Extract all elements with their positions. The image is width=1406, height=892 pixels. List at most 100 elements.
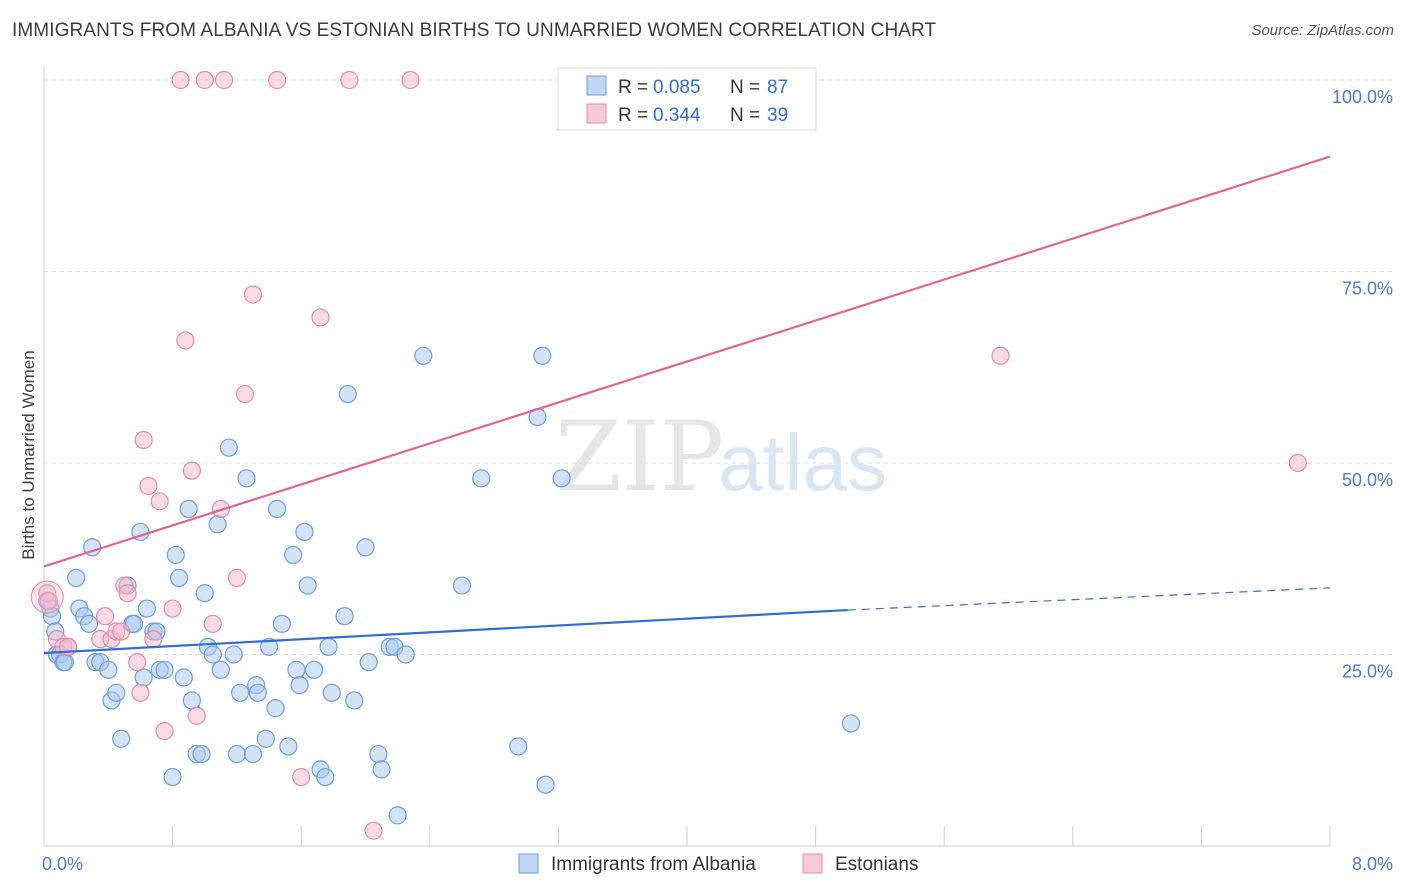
- estonian-point: [112, 622, 131, 641]
- legend-r-label: R =: [618, 105, 648, 126]
- watermark-zip: ZIP: [555, 401, 724, 513]
- albania-point: [533, 346, 552, 365]
- data-points: [30, 70, 1307, 840]
- albania-point: [166, 545, 185, 565]
- albania-point: [227, 744, 246, 764]
- albania-point: [219, 438, 238, 457]
- albania-point: [169, 568, 189, 588]
- albania-point: [290, 676, 309, 695]
- estonian-point: [401, 70, 420, 90]
- axes: [43, 66, 1331, 847]
- albania-point: [107, 683, 126, 702]
- estonian-point: [267, 70, 287, 90]
- estonian-point: [39, 591, 58, 610]
- albania-point: [163, 767, 182, 787]
- albania-point: [248, 683, 267, 702]
- legend-stats: R = 0.085 N = 87 R = 0.344 N = 39: [557, 67, 817, 131]
- legend-r-value: 0.344: [653, 105, 701, 126]
- watermark-atlas: atlas: [718, 418, 887, 507]
- trend-lines: [43, 155, 1331, 655]
- estonian-point: [227, 568, 246, 588]
- estonian-point: [176, 331, 195, 350]
- albania-point: [55, 653, 74, 672]
- legend-n-value: 87: [767, 77, 788, 98]
- estonian-point: [991, 346, 1010, 365]
- y-tick-labels: 25.0% 50.0% 75.0% 100.0%: [1332, 87, 1393, 682]
- estonian-point: [118, 584, 137, 603]
- estonian-point: [243, 285, 263, 304]
- estonian-point: [182, 461, 201, 480]
- y-tick-label: 25.0%: [1342, 662, 1393, 682]
- estonian-point: [139, 476, 158, 496]
- y-tick-label: 75.0%: [1342, 279, 1393, 299]
- albania-point: [304, 660, 324, 679]
- legend-n-value: 39: [767, 105, 788, 126]
- albania-point: [155, 660, 174, 679]
- estonian-point: [292, 767, 311, 787]
- albania-point: [472, 469, 491, 488]
- albania-point: [266, 699, 285, 718]
- albania-point: [396, 645, 415, 664]
- albania-point: [509, 737, 528, 756]
- x-tick-labels: 0.0% 8.0%: [42, 854, 1393, 874]
- albania-point: [203, 645, 222, 664]
- albania-point: [182, 691, 201, 710]
- albania-point: [316, 767, 335, 787]
- albania-point: [841, 714, 861, 733]
- albania-point: [388, 806, 407, 825]
- y-tick-label: 100.0%: [1332, 87, 1393, 107]
- albania-point: [99, 660, 118, 679]
- albania-point: [259, 637, 279, 656]
- albania-point: [335, 607, 354, 626]
- albania-point: [369, 744, 388, 764]
- estonian-point: [214, 70, 234, 90]
- estonian-point: [1288, 453, 1307, 473]
- albania-point: [174, 668, 193, 687]
- estonian-trend-line: [43, 155, 1331, 568]
- albania-point: [372, 760, 391, 779]
- albania-point: [195, 584, 214, 603]
- albania-point: [67, 568, 86, 588]
- chart-title: IMMIGRANTS FROM ALBANIA VS ESTONIAN BIRT…: [12, 20, 937, 41]
- albania-point: [179, 499, 198, 519]
- estonian-point: [187, 706, 206, 725]
- x-tick-label: 0.0%: [42, 854, 83, 874]
- y-axis-label: Births to Unmarried Women: [19, 350, 38, 559]
- albania-trend-line: [43, 608, 848, 655]
- albania-point: [359, 653, 378, 672]
- albania-point: [452, 576, 472, 595]
- estonian-point: [30, 580, 64, 614]
- albania-point: [112, 729, 131, 748]
- albania-point: [414, 346, 433, 365]
- albania-point: [295, 522, 314, 542]
- albania-point: [298, 576, 317, 595]
- albania-point: [319, 637, 338, 656]
- legend-series-label: Immigrants from Albania: [551, 854, 756, 875]
- albania-point: [237, 469, 256, 488]
- albania-point: [79, 614, 99, 633]
- albania-point: [211, 660, 230, 679]
- albania-point: [134, 668, 153, 687]
- y-tick-label: 50.0%: [1342, 470, 1393, 490]
- estonian-point: [144, 630, 163, 649]
- estonian-point: [340, 70, 359, 90]
- legend-stats-swatch: [586, 75, 607, 96]
- albania-point: [284, 545, 303, 565]
- albania-point: [192, 744, 211, 764]
- albania-point: [243, 744, 263, 764]
- albania-trend-extension: [847, 587, 1331, 611]
- albania-point: [279, 737, 298, 756]
- estonian-point: [195, 70, 214, 90]
- estonian-point: [128, 653, 147, 672]
- legend-series-label: Estonians: [835, 854, 918, 875]
- legend-stats-swatch: [586, 103, 607, 124]
- albania-point: [137, 599, 156, 618]
- source-label: Source: ZipAtlas.com: [1251, 22, 1394, 39]
- estonian-point: [95, 607, 115, 626]
- albania-point: [272, 614, 292, 633]
- estonian-point: [134, 430, 153, 450]
- albania-point: [267, 499, 287, 519]
- albania-point: [256, 729, 275, 748]
- albania-point: [231, 683, 250, 702]
- watermark: ZIP atlas: [555, 401, 887, 513]
